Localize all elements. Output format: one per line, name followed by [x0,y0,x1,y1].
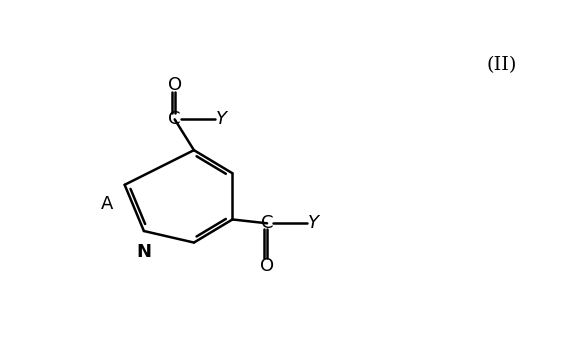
Text: A: A [101,195,113,213]
Text: N: N [136,243,152,261]
Text: Y: Y [308,214,319,232]
Text: C: C [261,214,273,232]
Text: O: O [260,257,274,275]
Text: O: O [168,76,182,94]
Text: (II): (II) [487,56,517,74]
Text: C: C [168,110,181,128]
Text: Y: Y [215,110,226,128]
